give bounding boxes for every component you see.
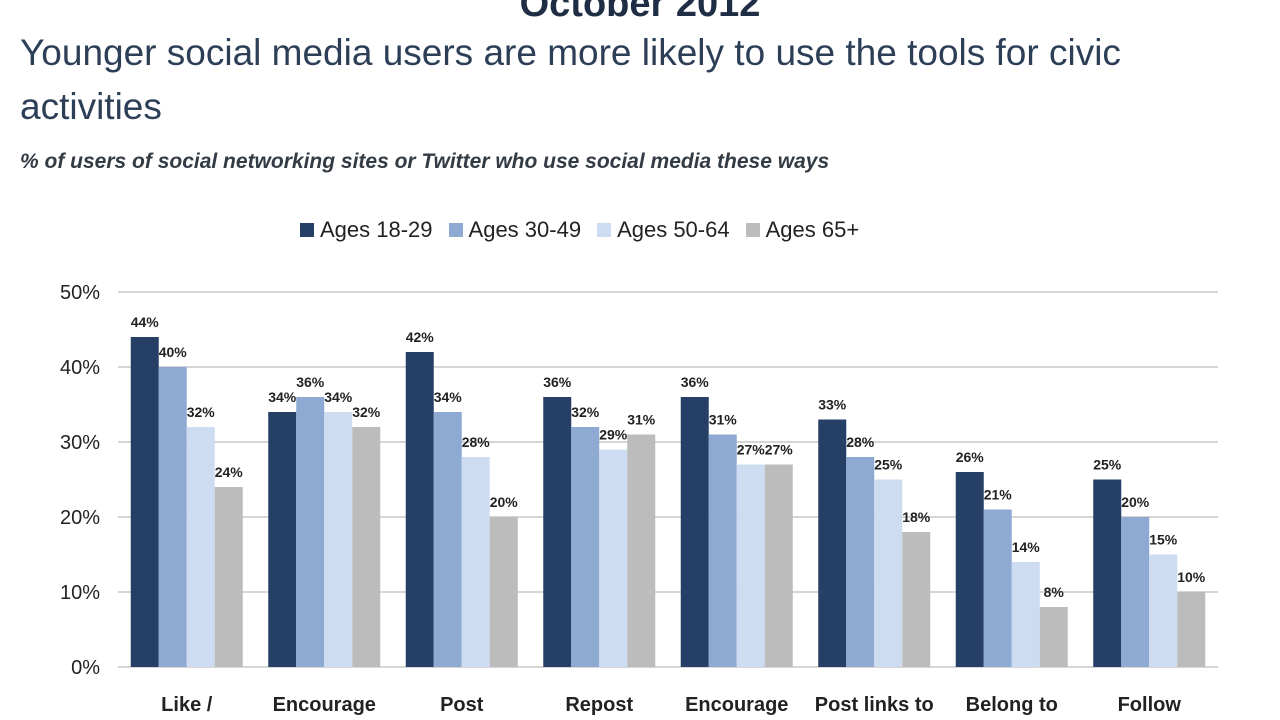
- bar: [627, 434, 656, 667]
- data-label: 25%: [1093, 457, 1122, 473]
- data-label: 33%: [818, 397, 847, 413]
- data-label: 28%: [462, 434, 491, 450]
- y-tick-label: 40%: [60, 357, 100, 379]
- data-label: 28%: [846, 434, 875, 450]
- bar: [268, 412, 297, 667]
- legend-swatch: [745, 223, 760, 237]
- legend-item-ages-65: Ages 65+: [745, 217, 860, 243]
- legend-swatch: [300, 223, 314, 237]
- bar: [874, 479, 903, 667]
- y-tick-label: 0%: [71, 657, 100, 679]
- chart-title: Younger social media users are more like…: [20, 32, 1121, 127]
- bar: [1039, 607, 1068, 667]
- bar: [214, 487, 243, 667]
- bar: [1149, 554, 1178, 667]
- top-title: October 2012: [519, 0, 761, 25]
- data-label: 20%: [490, 494, 519, 510]
- legend-item-ages-50-64: Ages 50-64: [597, 217, 730, 243]
- bar: [324, 412, 353, 667]
- data-label: 32%: [352, 404, 381, 420]
- data-label: 27%: [765, 442, 794, 458]
- bar: [405, 352, 434, 667]
- bar: [764, 464, 793, 667]
- bar: [708, 434, 737, 667]
- legend-item-ages-30-49: Ages 30-49: [448, 217, 582, 243]
- bar: [433, 412, 462, 667]
- bar: [818, 419, 847, 667]
- bar: [352, 427, 381, 667]
- data-label: 18%: [902, 509, 931, 525]
- bar: [1177, 592, 1206, 667]
- bar: [186, 427, 215, 667]
- bar: [983, 509, 1012, 667]
- y-tick-label: 20%: [60, 507, 100, 529]
- data-label: 42%: [406, 329, 435, 345]
- data-label: 24%: [215, 464, 244, 480]
- data-label: 14%: [1012, 539, 1041, 555]
- bar: [489, 517, 518, 667]
- x-tick-label: Belong to: [966, 694, 1058, 716]
- legend-item-ages-18-29: Ages 18-29: [300, 217, 433, 243]
- bar: [1011, 562, 1040, 667]
- chart-legend: Ages 18-29 Ages 30-49 Ages 50-64 Ages 65…: [300, 214, 859, 246]
- data-label: 26%: [956, 449, 985, 465]
- data-label: 8%: [1044, 584, 1065, 600]
- legend-label: Ages 30-49: [468, 217, 582, 242]
- data-label: 34%: [434, 389, 463, 405]
- x-tick-label: Encourage: [273, 694, 376, 716]
- data-label: 27%: [737, 442, 766, 458]
- bar: [599, 449, 628, 667]
- legend-label: Ages 50-64: [617, 217, 730, 242]
- bar: [130, 337, 159, 667]
- data-label: 10%: [1177, 569, 1206, 585]
- bar: [902, 532, 931, 667]
- bar: [955, 472, 984, 667]
- data-label: 36%: [681, 374, 710, 390]
- bar: [1121, 517, 1150, 667]
- x-tick-label: Post links to: [815, 694, 934, 716]
- bar: [571, 427, 600, 667]
- legend-label: Ages 65+: [765, 217, 860, 242]
- bar: [158, 367, 187, 667]
- y-tick-label: 10%: [60, 582, 100, 604]
- data-label: 44%: [131, 314, 160, 330]
- bar: [846, 457, 875, 667]
- bar-chart: 0%10%20%30%40%50%44%40%32%24%Like /34%36…: [60, 282, 1218, 716]
- x-tick-label: Follow: [1118, 694, 1182, 716]
- data-label: 31%: [627, 412, 656, 428]
- x-tick-label: Post: [440, 694, 484, 716]
- data-label: 25%: [874, 457, 903, 473]
- data-label: 32%: [187, 404, 216, 420]
- chart-subtitle: % of users of social networking sites or…: [20, 150, 830, 173]
- data-label: 34%: [324, 389, 353, 405]
- bar: [1093, 479, 1122, 667]
- legend-swatch: [448, 223, 463, 237]
- x-tick-label: Repost: [565, 694, 633, 716]
- data-label: 20%: [1121, 494, 1150, 510]
- data-label: 29%: [599, 427, 628, 443]
- data-label: 36%: [543, 374, 572, 390]
- data-label: 32%: [571, 404, 600, 420]
- bar: [680, 397, 709, 667]
- bar: [543, 397, 572, 667]
- x-tick-label: Like /: [161, 694, 213, 716]
- bar: [736, 464, 765, 667]
- bar: [461, 457, 490, 667]
- data-label: 31%: [709, 412, 738, 428]
- bar: [296, 397, 325, 667]
- data-label: 15%: [1149, 532, 1178, 548]
- data-label: 21%: [984, 487, 1013, 503]
- legend-label: Ages 18-29: [320, 217, 433, 242]
- y-tick-label: 30%: [60, 432, 100, 454]
- x-tick-label: Encourage: [685, 694, 788, 716]
- data-label: 34%: [268, 389, 297, 405]
- data-label: 36%: [296, 374, 325, 390]
- data-label: 40%: [159, 344, 188, 360]
- legend-swatch: [597, 223, 612, 237]
- y-tick-label: 50%: [60, 282, 100, 304]
